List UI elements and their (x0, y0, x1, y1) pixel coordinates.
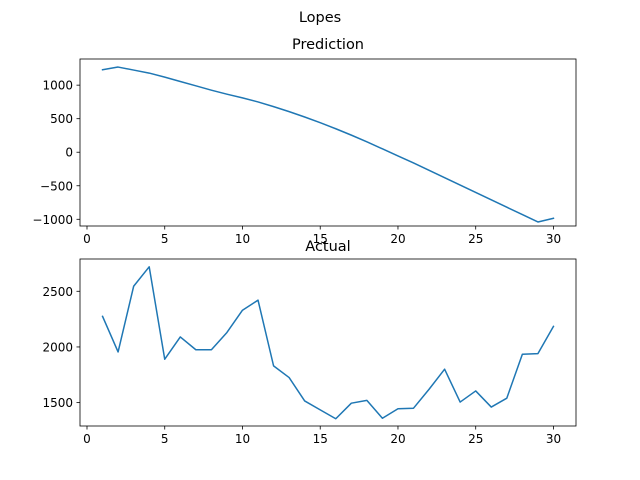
prediction-axes: Prediction 0 5 10 15 20 25 30 −1000 −500 0 500 1000 (32, 37, 577, 246)
prediction-x-tick-label: 15 (313, 232, 328, 246)
prediction-title: Prediction (292, 37, 364, 53)
prediction-series-line-0 (101, 66, 555, 223)
actual-x-tick-label: 20 (390, 432, 405, 446)
actual-y-tick-label: 2000 (42, 340, 73, 354)
prediction-y-tick-label: 0 (65, 146, 73, 160)
prediction-y-tick-label: 1000 (42, 79, 73, 93)
actual-axes: Actual 0 5 10 15 20 25 30 1500 2000 2500 (42, 239, 577, 446)
actual-x-tick-label: 5 (161, 432, 169, 446)
prediction-y-tick-label: −1000 (32, 213, 73, 227)
actual-x-tick-label: 15 (313, 432, 328, 446)
prediction-x-tick-label: 30 (546, 232, 561, 246)
prediction-y-tick-label: 500 (50, 112, 73, 126)
prediction-x-tick-label: 20 (390, 232, 405, 246)
prediction-x-tick-label: 5 (161, 232, 169, 246)
prediction-axes-frame (79, 58, 577, 227)
actual-y-tick-label: 2500 (42, 285, 73, 299)
actual-title: Actual (305, 239, 350, 255)
prediction-y-tick-label: −500 (40, 179, 73, 193)
prediction-x-tick-label: 10 (235, 232, 250, 246)
prediction-x-tick-label: 0 (83, 232, 91, 246)
actual-series-line-0 (101, 266, 555, 420)
prediction-x-tick-label: 25 (468, 232, 483, 246)
actual-x-tick-label: 25 (468, 432, 483, 446)
actual-x-tick-label: 0 (83, 432, 91, 446)
actual-axes-frame (79, 258, 577, 427)
actual-x-tick-label: 30 (546, 432, 561, 446)
actual-plot-area: 0 5 10 15 20 25 30 1500 2000 2500 (42, 258, 577, 446)
figure-suptitle: Lopes (299, 10, 341, 26)
actual-y-tick-label: 1500 (42, 396, 73, 410)
actual-x-tick-label: 10 (235, 432, 250, 446)
prediction-plot-area: 0 5 10 15 20 25 30 −1000 −500 0 500 1000 (32, 58, 577, 246)
